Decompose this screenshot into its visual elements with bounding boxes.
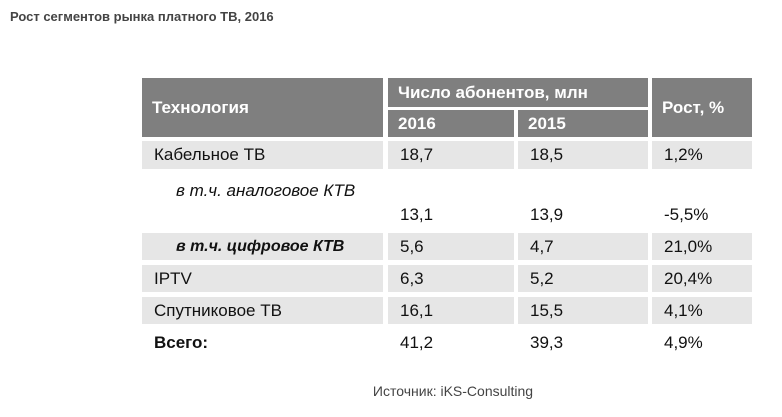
row-label: в т.ч. цифровое КТВ bbox=[142, 233, 383, 260]
cell-value: 4,9% bbox=[664, 333, 703, 352]
cell-value: 20,4% bbox=[652, 265, 752, 292]
cell-value: 15,5 bbox=[518, 297, 648, 324]
cell-value: 21,0% bbox=[652, 233, 752, 260]
cell-value: 1,2% bbox=[652, 141, 752, 169]
header-subscribers: Число абонентов, млн bbox=[388, 78, 648, 107]
cell-value: 13,1 bbox=[400, 205, 434, 224]
header-technology: Технология bbox=[142, 78, 383, 137]
cell-value: 4,1% bbox=[652, 297, 752, 324]
cell-value: 16,1 bbox=[388, 297, 514, 324]
cell-value: -5,5% bbox=[664, 205, 709, 224]
header-year: 2015 bbox=[518, 110, 648, 137]
cell-value: 6,3 bbox=[388, 265, 514, 292]
cell-value: 13,9 bbox=[530, 205, 564, 224]
row-label: IPTV bbox=[142, 265, 383, 292]
cell-value: 4,7 bbox=[518, 233, 648, 260]
cell-value: 5,6 bbox=[388, 233, 514, 260]
row-label: в т.ч. аналоговое КТВ bbox=[176, 181, 356, 200]
cell-value: 39,3 bbox=[530, 333, 564, 352]
title: Рост сегментов рынка платного ТВ, 2016 bbox=[10, 9, 274, 24]
cell-value: 18,7 bbox=[388, 141, 514, 169]
row-label: Кабельное ТВ bbox=[142, 141, 383, 169]
header-year: 2016 bbox=[388, 110, 514, 137]
header-growth: Рост, % bbox=[652, 78, 752, 137]
row-label: Спутниковое ТВ bbox=[142, 297, 383, 324]
cell-value: 5,2 bbox=[518, 265, 648, 292]
cell-value: 18,5 bbox=[518, 141, 648, 169]
row-label: Всего: bbox=[154, 333, 209, 352]
source: Источник: iKS-Consulting bbox=[372, 383, 534, 399]
cell-value: 41,2 bbox=[400, 333, 434, 352]
